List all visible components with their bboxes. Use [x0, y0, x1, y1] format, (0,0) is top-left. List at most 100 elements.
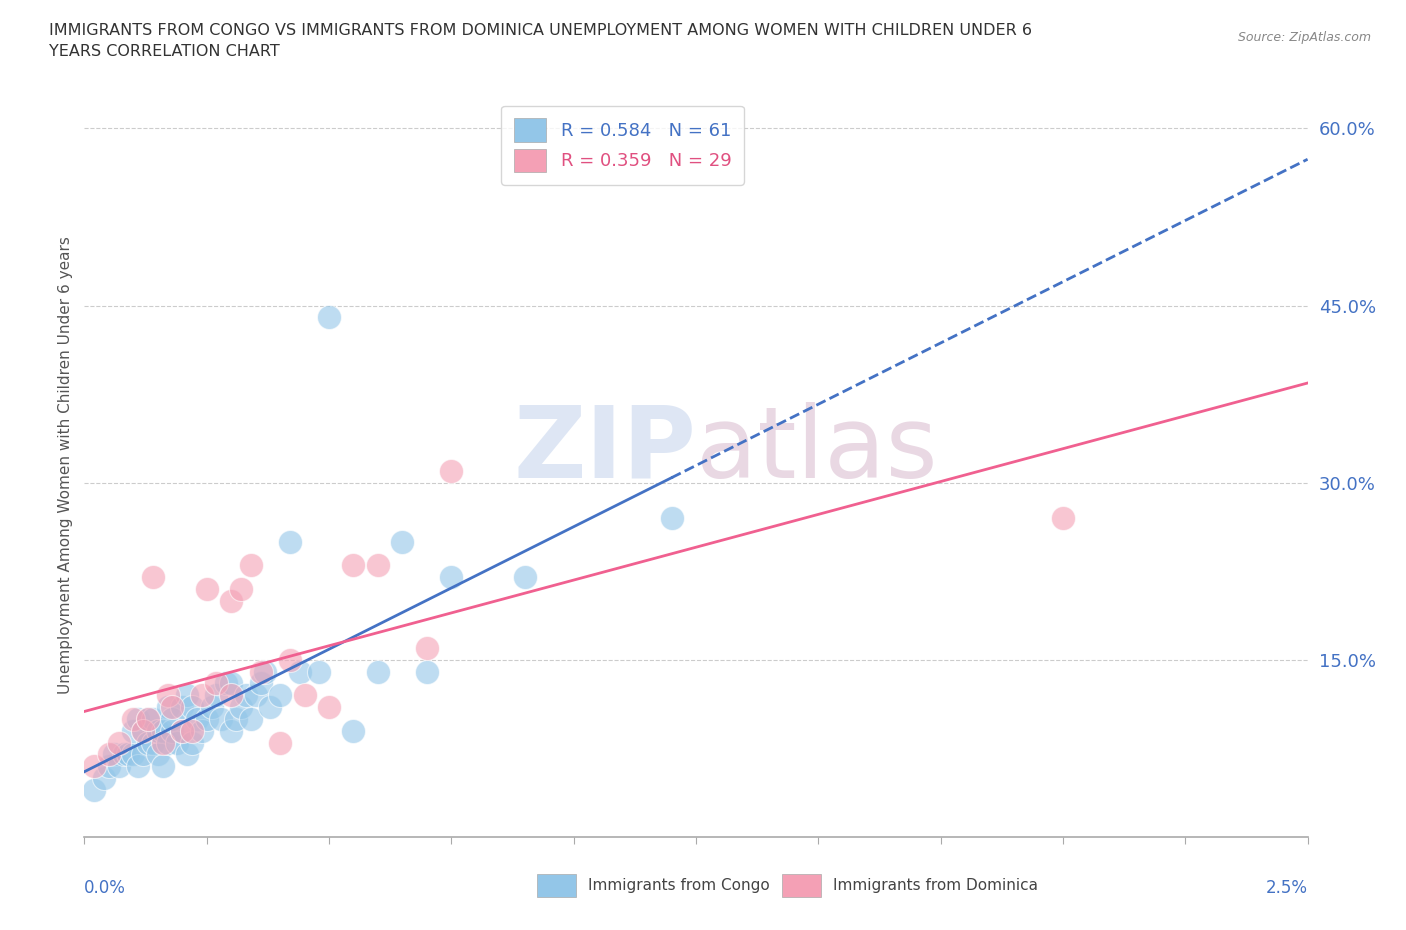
Point	[249, 664, 271, 679]
Point	[239, 558, 262, 573]
Point	[132, 747, 155, 762]
Point	[278, 535, 301, 550]
Point	[136, 711, 159, 726]
Point	[117, 747, 139, 762]
Point	[186, 711, 208, 726]
Point	[269, 688, 291, 703]
Point	[278, 653, 301, 668]
Point	[661, 511, 683, 525]
Point	[259, 699, 281, 714]
Point	[136, 735, 159, 750]
Point	[162, 699, 184, 714]
Point	[127, 759, 149, 774]
Text: 2.5%: 2.5%	[1265, 879, 1308, 897]
Point	[122, 711, 145, 726]
FancyBboxPatch shape	[782, 874, 821, 897]
Point	[107, 735, 129, 750]
Point	[83, 759, 105, 774]
Point	[229, 581, 252, 596]
Point	[229, 699, 252, 714]
Point	[191, 724, 214, 738]
Point	[136, 711, 159, 726]
Point	[181, 735, 204, 750]
Point	[195, 581, 218, 596]
Text: atlas: atlas	[696, 402, 938, 498]
Point	[107, 759, 129, 774]
Point	[142, 570, 165, 585]
Point	[391, 535, 413, 550]
Point	[181, 699, 204, 714]
Point	[215, 676, 238, 691]
Point	[146, 747, 169, 762]
Point	[235, 688, 257, 703]
Point	[318, 310, 340, 325]
Point	[205, 676, 228, 691]
Legend: R = 0.584   N = 61, R = 0.359   N = 29: R = 0.584 N = 61, R = 0.359 N = 29	[501, 106, 744, 185]
Point	[181, 724, 204, 738]
Point	[103, 747, 125, 762]
Y-axis label: Unemployment Among Women with Children Under 6 years: Unemployment Among Women with Children U…	[58, 236, 73, 694]
Point	[191, 688, 214, 703]
Point	[1052, 511, 1074, 525]
Point	[97, 747, 120, 762]
Point	[342, 558, 364, 573]
Text: YEARS CORRELATION CHART: YEARS CORRELATION CHART	[49, 44, 280, 59]
Text: ZIP: ZIP	[513, 402, 696, 498]
Point	[318, 699, 340, 714]
Point	[342, 724, 364, 738]
Point	[440, 570, 463, 585]
Point	[176, 747, 198, 762]
Point	[166, 735, 188, 750]
Point	[112, 747, 135, 762]
Point	[219, 724, 242, 738]
Point	[209, 711, 232, 726]
Point	[172, 724, 194, 738]
Text: IMMIGRANTS FROM CONGO VS IMMIGRANTS FROM DOMINICA UNEMPLOYMENT AMONG WOMEN WITH : IMMIGRANTS FROM CONGO VS IMMIGRANTS FROM…	[49, 23, 1032, 38]
Text: Source: ZipAtlas.com: Source: ZipAtlas.com	[1237, 31, 1371, 44]
Point	[245, 688, 267, 703]
Point	[146, 724, 169, 738]
Point	[416, 641, 439, 656]
Text: Immigrants from Congo: Immigrants from Congo	[588, 878, 770, 893]
Point	[142, 711, 165, 726]
Point	[225, 711, 247, 726]
Point	[162, 724, 184, 738]
Point	[93, 771, 115, 786]
Point	[416, 664, 439, 679]
Point	[127, 711, 149, 726]
Point	[219, 676, 242, 691]
Point	[288, 664, 311, 679]
Point	[132, 724, 155, 738]
Point	[156, 699, 179, 714]
Point	[156, 735, 179, 750]
Point	[122, 724, 145, 738]
Point	[254, 664, 277, 679]
Point	[122, 747, 145, 762]
Point	[205, 688, 228, 703]
Point	[152, 735, 174, 750]
Point	[367, 558, 389, 573]
Point	[176, 688, 198, 703]
Point	[152, 724, 174, 738]
Text: Immigrants from Dominica: Immigrants from Dominica	[832, 878, 1038, 893]
Point	[219, 593, 242, 608]
Point	[440, 463, 463, 478]
Point	[162, 711, 184, 726]
Point	[172, 699, 194, 714]
Point	[513, 570, 536, 585]
Point	[132, 724, 155, 738]
Point	[195, 711, 218, 726]
FancyBboxPatch shape	[537, 874, 576, 897]
Point	[152, 759, 174, 774]
Point	[367, 664, 389, 679]
Point	[97, 759, 120, 774]
Point	[200, 699, 222, 714]
Point	[294, 688, 316, 703]
Point	[269, 735, 291, 750]
Point	[83, 782, 105, 797]
Text: 0.0%: 0.0%	[84, 879, 127, 897]
Point	[156, 688, 179, 703]
Point	[142, 735, 165, 750]
Point	[219, 688, 242, 703]
Point	[239, 711, 262, 726]
